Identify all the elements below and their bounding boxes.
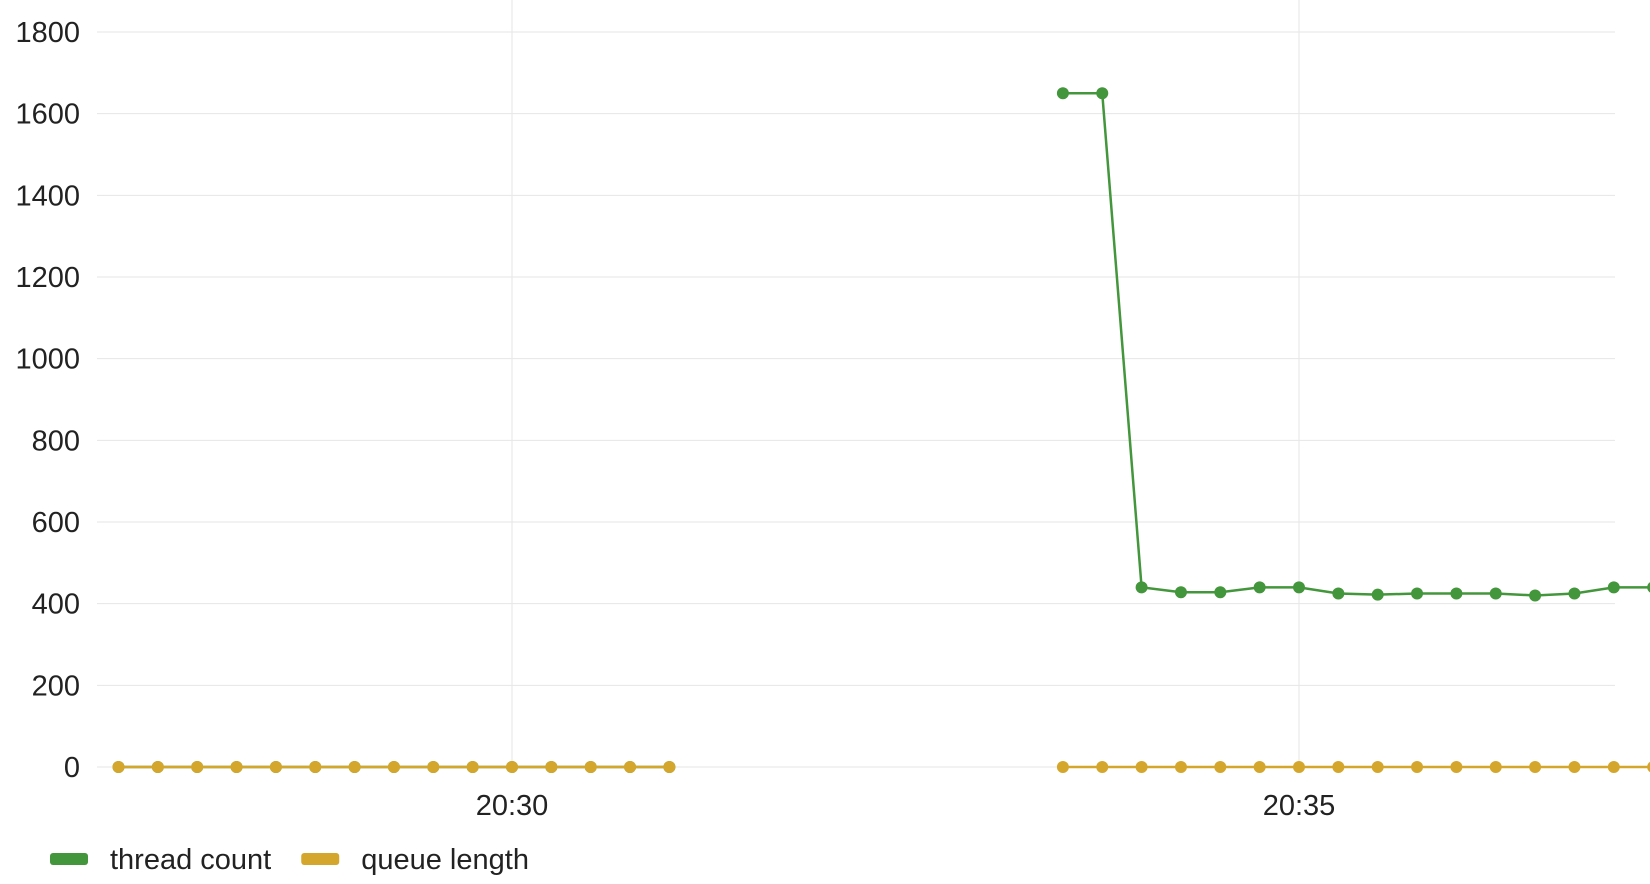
y-tick-label: 400 xyxy=(32,589,80,621)
data-point xyxy=(348,761,361,773)
data-point xyxy=(1647,761,1650,773)
data-point xyxy=(1529,589,1542,602)
data-point xyxy=(545,761,558,773)
data-point xyxy=(1096,87,1109,100)
legend-item[interactable]: queue length xyxy=(301,844,529,876)
grid-lines xyxy=(97,0,1615,768)
series-thread-count xyxy=(112,87,1650,773)
y-tick-label: 1000 xyxy=(15,344,80,376)
data-point xyxy=(1056,761,1069,773)
data-point xyxy=(506,761,518,773)
data-point xyxy=(1529,761,1542,773)
data-point xyxy=(1371,761,1384,773)
legend-label: thread count xyxy=(110,844,271,876)
y-tick-label: 1600 xyxy=(15,99,80,131)
data-point xyxy=(387,761,400,773)
data-point xyxy=(466,761,479,773)
x-tick-label: 20:30 xyxy=(476,790,549,822)
data-point xyxy=(1332,761,1345,773)
data-point xyxy=(1568,761,1581,773)
data-point xyxy=(1647,582,1650,593)
series-queue-length xyxy=(112,761,1650,773)
data-point xyxy=(1174,761,1187,773)
data-point xyxy=(1411,761,1424,773)
data-point xyxy=(1293,761,1305,773)
data-point xyxy=(1568,587,1581,600)
data-point xyxy=(1450,761,1463,773)
data-point xyxy=(1056,87,1069,100)
data-point xyxy=(663,761,676,773)
data-point xyxy=(1450,587,1463,600)
legend-item[interactable]: thread count xyxy=(50,844,271,876)
data-point xyxy=(1096,761,1109,773)
data-point xyxy=(230,761,243,773)
y-tick-label: 0 xyxy=(64,752,80,784)
data-point xyxy=(1174,586,1187,599)
y-tick-label: 200 xyxy=(32,670,80,702)
data-point xyxy=(1489,761,1502,773)
y-tick-label: 1400 xyxy=(15,180,80,212)
data-point xyxy=(1214,761,1227,773)
legend: thread count queue length xyxy=(50,844,529,876)
data-point xyxy=(191,761,204,773)
data-point xyxy=(1135,581,1148,594)
y-axis-ticks: 0 200 400 600 800 1000 1200 1400 1600 1800 xyxy=(15,17,80,784)
data-point xyxy=(427,761,440,773)
data-point xyxy=(1332,587,1345,600)
data-point xyxy=(1293,581,1305,594)
y-tick-label: 1800 xyxy=(15,17,80,49)
data-point xyxy=(309,761,322,773)
x-tick-label: 20:35 xyxy=(1263,790,1336,822)
y-tick-label: 1200 xyxy=(15,262,80,294)
series-line xyxy=(1062,92,1650,597)
legend-swatch xyxy=(50,853,88,865)
data-point xyxy=(1214,586,1227,599)
data-point xyxy=(269,761,282,773)
data-point xyxy=(584,761,597,773)
y-tick-label: 600 xyxy=(32,507,80,539)
x-axis-ticks: 20:30 20:35 xyxy=(476,790,1336,822)
data-point xyxy=(1411,587,1424,600)
data-point xyxy=(1253,761,1266,773)
legend-swatch xyxy=(301,853,340,865)
data-point xyxy=(1489,587,1502,600)
data-point xyxy=(1607,581,1620,594)
legend-label: queue length xyxy=(361,844,529,876)
data-point xyxy=(1253,581,1266,594)
data-point xyxy=(1135,761,1148,773)
data-point xyxy=(1607,761,1620,773)
data-point xyxy=(624,761,637,773)
y-tick-label: 800 xyxy=(32,425,80,457)
series-layer xyxy=(112,87,1650,773)
data-point xyxy=(1371,588,1384,601)
data-point xyxy=(112,761,125,773)
data-point xyxy=(151,761,164,773)
